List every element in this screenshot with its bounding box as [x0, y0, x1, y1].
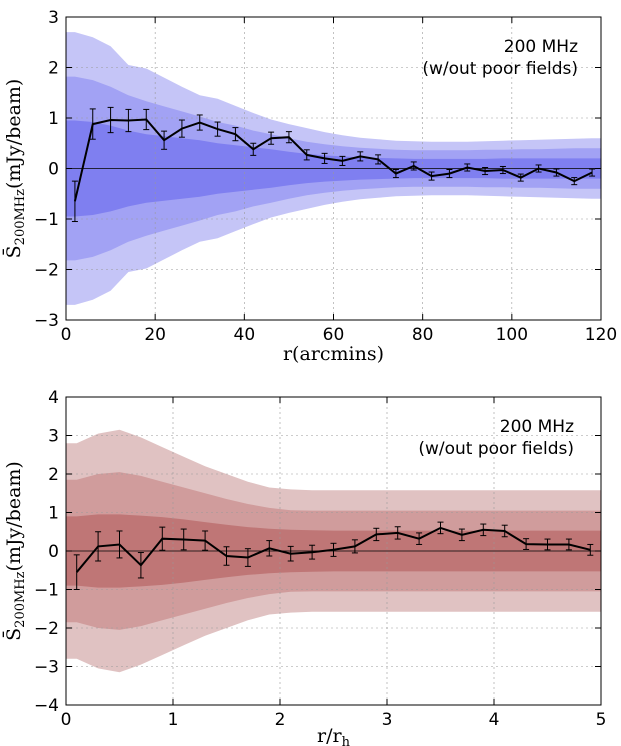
error-bar — [339, 155, 346, 166]
x-tick-label: 100 — [496, 325, 528, 345]
error-bar — [523, 538, 530, 550]
error-bar — [416, 532, 423, 545]
y-tick-label: −3 — [34, 311, 59, 331]
x-tick-label: 1 — [168, 710, 179, 730]
error-bar — [223, 546, 230, 566]
y-tick-label: 4 — [48, 388, 59, 408]
error-bar — [587, 543, 594, 556]
y-tick-label: −2 — [34, 619, 59, 639]
error-bar — [517, 173, 524, 182]
y-axis-label: S̄200MHz(mJy/beam) — [2, 79, 28, 259]
error-bar — [501, 524, 508, 538]
plot-area — [66, 17, 601, 320]
error-bar — [464, 163, 471, 172]
error-bar — [321, 152, 328, 164]
error-bar — [116, 530, 123, 559]
plot-area — [66, 397, 601, 705]
error-bar — [287, 545, 294, 562]
error-bar — [285, 131, 292, 144]
error-bar — [357, 151, 364, 162]
x-tick-label: 2 — [275, 710, 286, 730]
error-bar — [95, 531, 102, 562]
error-bar — [330, 542, 337, 557]
error-bar — [482, 166, 489, 176]
x-tick-label: 4 — [489, 710, 500, 730]
annotation-text: 200 MHz — [500, 417, 574, 437]
y-tick-label: 2 — [48, 465, 59, 485]
error-bar — [125, 108, 132, 133]
chart-panel-2: 0 1 2 3 4 5 −4 −3 −2 −1 0 1 2 3 4 r/rh S̄200MHz(mJy/beam… — [2, 388, 607, 746]
error-bar — [535, 164, 542, 173]
y-tick-label: 3 — [48, 8, 59, 28]
x-tick-label: 40 — [234, 325, 256, 345]
error-bar — [309, 544, 316, 560]
error-bar — [178, 119, 185, 138]
x-axis-label: r/rh — [317, 725, 351, 746]
x-tick-label: 0 — [61, 325, 72, 345]
y-tick-label: −1 — [34, 210, 59, 230]
error-bar — [446, 169, 453, 179]
y-tick-label: −1 — [34, 581, 59, 601]
error-bar — [89, 108, 96, 140]
error-bar — [375, 154, 382, 165]
x-tick-label: 0 — [61, 710, 72, 730]
annotation-text: (w/out poor fields) — [418, 439, 574, 459]
error-bar — [499, 165, 506, 175]
error-bar — [266, 540, 273, 557]
y-tick-label: 3 — [48, 427, 59, 447]
error-bar — [351, 539, 358, 554]
y-tick-label: 1 — [48, 109, 59, 129]
x-tick-label: 20 — [144, 325, 166, 345]
error-bar — [107, 106, 114, 134]
y-axis-label: S̄200MHz(mJy/beam) — [2, 461, 28, 641]
mean-line — [73, 118, 593, 202]
error-bar — [437, 521, 444, 535]
x-tick-label: 60 — [323, 325, 345, 345]
x-tick-label: 3 — [382, 710, 393, 730]
error-bar — [202, 530, 209, 551]
x-axis-label: r(arcmins) — [283, 343, 384, 365]
error-bar — [565, 538, 572, 551]
error-bar — [180, 528, 187, 551]
y-tick-label: 0 — [48, 542, 59, 562]
error-bar — [214, 121, 221, 137]
error-bar — [250, 142, 257, 156]
chart-panel-1: 0 20 40 60 80 100 120 −3 −2 −1 0 1 2 3 r(arcmins) S̄200… — [2, 8, 618, 365]
error-bar — [196, 114, 203, 131]
error-bar — [394, 526, 401, 540]
error-bar — [232, 127, 239, 142]
x-tick-label: 5 — [596, 710, 607, 730]
annotation-text: (w/out poor fields) — [422, 59, 578, 79]
error-bar — [268, 131, 275, 145]
error-bar — [161, 130, 168, 150]
y-tick-label: 0 — [48, 160, 59, 180]
error-bar — [137, 552, 144, 579]
error-bar — [71, 180, 78, 223]
error-bar — [143, 108, 150, 131]
error-bar — [244, 548, 251, 567]
y-tick-label: 1 — [48, 504, 59, 524]
error-bar — [410, 161, 417, 171]
annotation-text: 200 MHz — [504, 37, 578, 57]
error-bar — [392, 169, 399, 179]
error-bar — [159, 526, 166, 551]
error-bar — [428, 171, 435, 181]
error-bar — [73, 554, 80, 590]
error-bar — [458, 528, 465, 542]
error-bar — [303, 149, 310, 161]
error-bar — [553, 168, 560, 177]
x-tick-label: 120 — [585, 325, 617, 345]
y-tick-label: −3 — [34, 658, 59, 678]
y-tick-label: −2 — [34, 261, 59, 281]
x-tick-label: 80 — [412, 325, 434, 345]
y-tick-label: 2 — [48, 59, 59, 79]
y-tick-label: −4 — [34, 696, 59, 716]
error-bar — [373, 527, 380, 542]
error-bar — [571, 177, 578, 186]
error-bar — [589, 168, 596, 177]
error-bar — [544, 538, 551, 551]
error-bar — [480, 523, 487, 537]
